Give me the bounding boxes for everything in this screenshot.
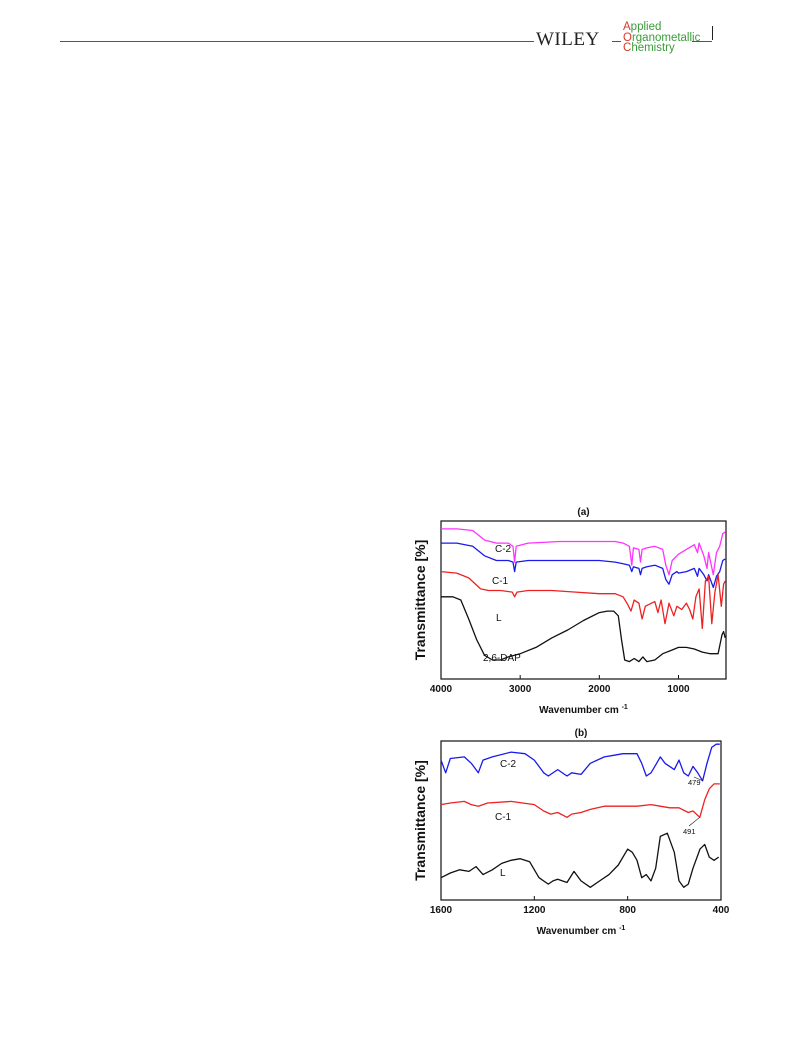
header-dash: [612, 41, 621, 42]
series-line-c-2: [440, 743, 720, 782]
series-label: C-1: [492, 576, 509, 587]
x-tick-label: 400: [713, 905, 730, 916]
journal-line-1: Applied: [623, 21, 662, 33]
plot-frame: [440, 520, 727, 680]
annotation-leader: [693, 776, 703, 782]
publisher-logo: WILEY: [536, 29, 600, 50]
series-label: C-2: [500, 759, 517, 770]
chart-b: (b) 1600 1200 800 400 Wavenumber cm -1 Transmi…: [412, 728, 730, 937]
journal-line-3: Chemistry: [623, 42, 675, 54]
series-label: C-1: [495, 812, 512, 823]
journal-line-2: Organometallic: [623, 31, 701, 44]
header-rule: [60, 41, 534, 42]
chart-a: (a) 4000 3000 2000 1000 Wavenumber cm -1 Trans…: [412, 507, 727, 716]
page-marker: [712, 26, 713, 40]
x-axis-label: Wavenumber cm -1: [537, 925, 626, 937]
series-label: 2,6-DAP: [483, 653, 521, 664]
annotation-label: 491: [683, 827, 696, 836]
series-line-c-1: [441, 542, 726, 589]
x-tick-label: 1200: [523, 905, 546, 916]
annotation-label: 479: [688, 778, 701, 787]
x-tick-label: 800: [619, 905, 636, 916]
x-axis-label: Wavenumber cm -1: [539, 704, 628, 716]
series-label: L: [496, 613, 502, 624]
y-axis-label: Transmittance [%]: [412, 540, 428, 661]
header-dash-right: [692, 41, 712, 42]
plot-frame: [440, 740, 722, 901]
series-line-c-1: [440, 783, 720, 818]
x-tick-label: 1000: [667, 684, 690, 695]
x-tick-label: 4000: [430, 684, 453, 695]
series-line-l: [440, 570, 726, 630]
series-line-l: [440, 832, 720, 888]
x-tick-label: 1600: [430, 905, 453, 916]
x-tick-label: 2000: [588, 684, 611, 695]
series-line-2-6-dap: [441, 596, 726, 663]
chart-title: (b): [575, 728, 588, 739]
series-label: L: [500, 868, 506, 879]
annotation-leader: [688, 817, 700, 827]
y-axis-label: Transmittance [%]: [412, 760, 428, 881]
series-line-c-2: [441, 528, 726, 576]
chart-title: (a): [577, 507, 589, 518]
journal-logo: Applied Organometallic Chemistry: [623, 21, 701, 54]
series-label: C-2: [495, 544, 512, 555]
x-tick-label: 3000: [509, 684, 532, 695]
